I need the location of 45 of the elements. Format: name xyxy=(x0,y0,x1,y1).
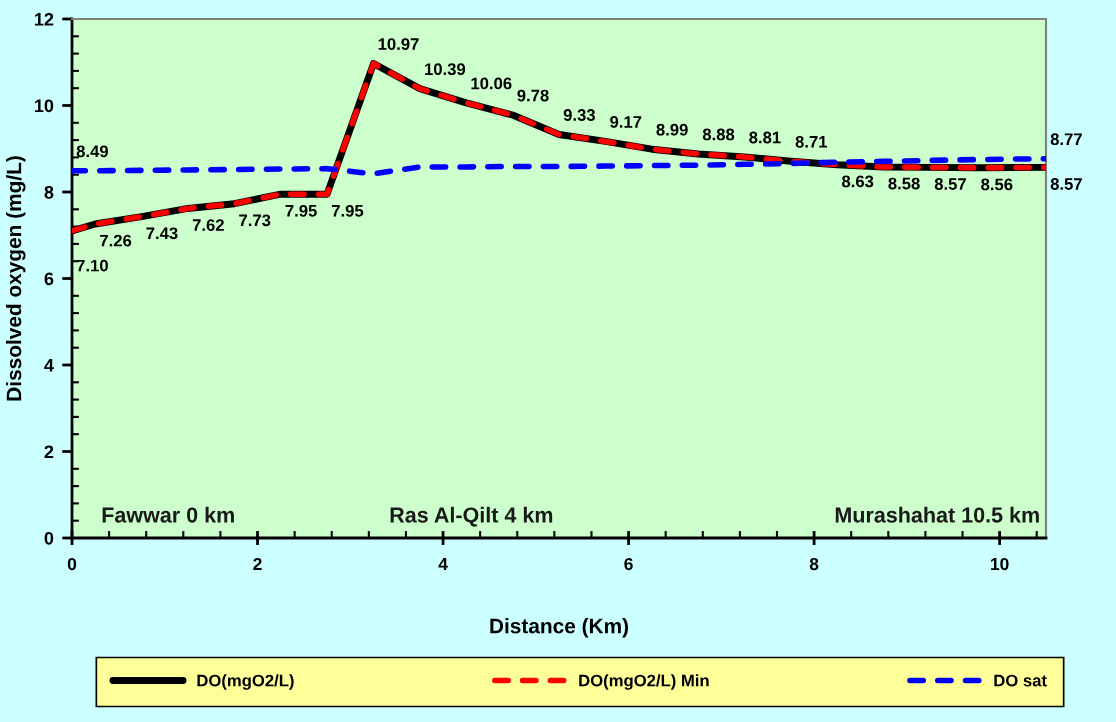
data-label: 8.63 xyxy=(841,175,874,188)
y-tick-label: 4 xyxy=(44,359,54,372)
y-tick-label: 6 xyxy=(44,272,54,286)
data-label: 8.88 xyxy=(702,128,735,141)
data-label: 7.26 xyxy=(100,234,132,247)
legend-label: DO sat xyxy=(994,674,1047,687)
data-label: 7.62 xyxy=(192,219,224,231)
data-label: 7.95 xyxy=(331,204,364,217)
data-label: 8.49 xyxy=(76,145,108,158)
y-tick-label: 2 xyxy=(44,445,54,459)
data-label: 9.17 xyxy=(610,116,642,128)
data-label: 7.95 xyxy=(285,204,317,217)
x-axis-title: Distance (Km) xyxy=(490,618,629,638)
legend-label: DO(mgO2/L) Min xyxy=(579,674,709,690)
y-tick-label: 12 xyxy=(35,12,54,26)
data-label: 8.81 xyxy=(749,131,781,144)
data-label: 10.06 xyxy=(471,77,512,90)
x-tick-label: 8 xyxy=(809,557,819,571)
y-axis-title: Dissolved oxygen (mg/L) xyxy=(6,156,26,401)
data-label: 8.58 xyxy=(888,177,920,190)
x-tick-label: 0 xyxy=(67,557,77,571)
data-label: 10.39 xyxy=(425,63,466,76)
data-label: 8.57 xyxy=(934,178,966,190)
y-tick-label: 8 xyxy=(44,185,54,199)
data-label: 8.99 xyxy=(656,123,688,136)
x-tick-label: 10 xyxy=(991,557,1009,571)
data-label: 9.33 xyxy=(563,109,595,121)
data-label: 8.56 xyxy=(981,178,1013,191)
data-label: 7.43 xyxy=(146,227,178,240)
data-label: 9.78 xyxy=(517,89,549,102)
data-label: 7.73 xyxy=(239,214,271,227)
x-tick-label: 6 xyxy=(624,557,633,571)
data-label: 8.57 xyxy=(1050,178,1082,190)
y-tick-label: 0 xyxy=(44,531,54,545)
data-label: 8.77 xyxy=(1050,133,1082,146)
x-tick-label: 2 xyxy=(253,557,262,571)
annotation: Ras Al-Qilt 4 km xyxy=(390,506,553,527)
annotation: Fawwar 0 km xyxy=(102,506,234,523)
y-tick-label: 10 xyxy=(35,99,54,113)
data-label: 7.10 xyxy=(76,259,108,272)
legend-label: DO(mgO2/L) xyxy=(197,674,294,690)
data-label: 10.97 xyxy=(378,38,419,50)
annotation: Murashahat 10.5 km xyxy=(835,506,1039,523)
data-label: 8.71 xyxy=(795,135,828,148)
x-tick-label: 4 xyxy=(438,558,448,571)
